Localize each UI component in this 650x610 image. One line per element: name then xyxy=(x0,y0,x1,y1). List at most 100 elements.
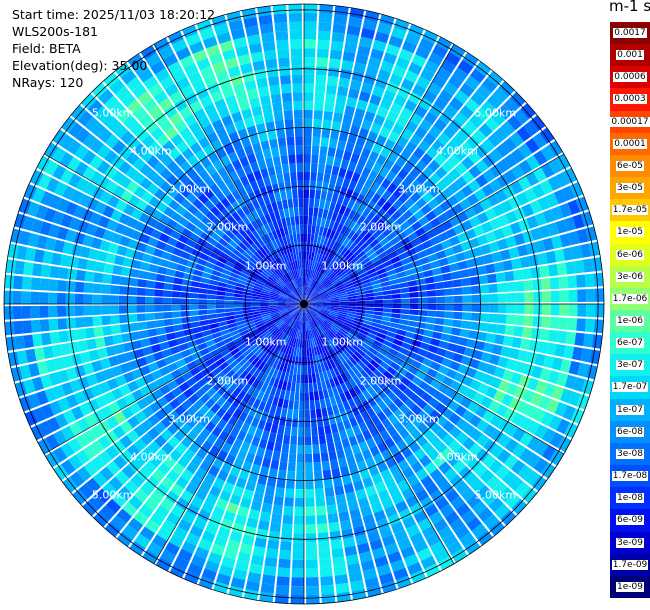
range-gate xyxy=(335,582,350,594)
range-gate xyxy=(212,217,223,228)
range-gate xyxy=(384,542,399,556)
range-gate xyxy=(286,381,292,392)
range-gate xyxy=(210,274,220,282)
range-gate xyxy=(371,204,382,215)
range-gate xyxy=(119,362,132,374)
range-gate xyxy=(520,103,536,120)
range-gate xyxy=(355,488,367,500)
range-gate xyxy=(340,382,349,393)
range-gate xyxy=(442,376,454,387)
range-gate xyxy=(289,30,303,40)
range-gate xyxy=(101,294,111,304)
range-gate xyxy=(193,332,204,340)
range-gate xyxy=(128,458,142,473)
range-gate xyxy=(310,171,317,182)
range-gate xyxy=(533,167,547,183)
range-gate xyxy=(273,249,280,259)
range-gate xyxy=(115,62,132,78)
range-gate xyxy=(259,299,269,303)
range-gate xyxy=(292,541,304,552)
range-gate xyxy=(178,257,189,266)
range-gate xyxy=(239,254,249,263)
range-gate xyxy=(74,317,85,328)
range-gate xyxy=(452,319,462,328)
range-gate xyxy=(245,452,255,464)
range-gate xyxy=(83,461,99,477)
colorbar-level: 0.0003 xyxy=(610,88,650,111)
range-gate xyxy=(287,297,296,302)
range-gate xyxy=(498,81,515,97)
range-gate xyxy=(207,289,217,295)
range-gate xyxy=(278,57,290,68)
range-gate xyxy=(408,315,419,322)
range-gate xyxy=(124,479,139,495)
range-gate xyxy=(339,429,348,441)
range-gate xyxy=(290,435,298,445)
range-gate xyxy=(576,228,589,244)
range-gate xyxy=(340,352,349,361)
range-gate xyxy=(265,157,274,168)
range-gate xyxy=(288,207,295,217)
range-gate xyxy=(268,76,280,87)
range-gate xyxy=(190,382,202,393)
range-gate xyxy=(375,422,386,434)
range-gate xyxy=(356,300,366,304)
range-gate xyxy=(270,423,279,434)
range-gate xyxy=(331,324,340,332)
range-gate xyxy=(166,218,178,229)
range-gate xyxy=(528,254,540,267)
range-gate xyxy=(254,265,263,273)
range-gate xyxy=(268,530,281,541)
range-gate xyxy=(341,59,354,71)
range-gate xyxy=(293,279,298,288)
range-gate xyxy=(27,201,40,217)
colorbar-level-label: 0.0017 xyxy=(613,28,647,38)
range-gate xyxy=(484,207,497,221)
range-gate xyxy=(329,308,339,312)
range-gate xyxy=(448,412,462,426)
range-gate xyxy=(306,321,310,331)
range-gate xyxy=(226,502,239,514)
range-gate xyxy=(154,434,167,448)
range-gate xyxy=(149,490,164,504)
range-gate xyxy=(435,289,445,297)
range-gate xyxy=(220,348,230,357)
range-gate xyxy=(351,275,361,283)
range-gate xyxy=(173,192,186,205)
range-gate xyxy=(297,436,304,446)
azimuth-spoke xyxy=(303,303,564,455)
range-gate xyxy=(103,263,114,274)
range-gate xyxy=(450,496,466,510)
range-gate xyxy=(386,110,399,123)
range-gate xyxy=(227,256,238,265)
range-gate xyxy=(444,296,454,303)
range-gate xyxy=(230,329,240,337)
range-gate xyxy=(362,389,372,400)
range-gate xyxy=(460,355,472,367)
range-gate xyxy=(298,206,304,216)
range-gate xyxy=(379,98,393,110)
range-gate xyxy=(290,216,296,226)
range-gate xyxy=(242,393,252,404)
range-gate xyxy=(304,224,308,234)
range-gate xyxy=(361,323,372,329)
range-gate xyxy=(350,232,360,242)
range-gate xyxy=(268,302,278,304)
range-gate xyxy=(140,482,155,497)
range-gate xyxy=(273,339,280,349)
range-gate xyxy=(504,325,515,336)
range-gate xyxy=(67,268,78,281)
range-gate xyxy=(93,511,110,527)
range-gate xyxy=(312,304,322,306)
range-gate xyxy=(494,126,509,142)
range-gate xyxy=(193,108,207,121)
range-gate xyxy=(4,274,15,289)
range-gate xyxy=(344,42,358,54)
range-gate xyxy=(413,510,428,524)
range-gate xyxy=(304,286,307,296)
range-gate xyxy=(345,239,354,249)
range-gate xyxy=(309,400,316,410)
range-gate xyxy=(283,286,291,293)
range-gate xyxy=(364,178,374,189)
range-gate xyxy=(281,288,290,295)
